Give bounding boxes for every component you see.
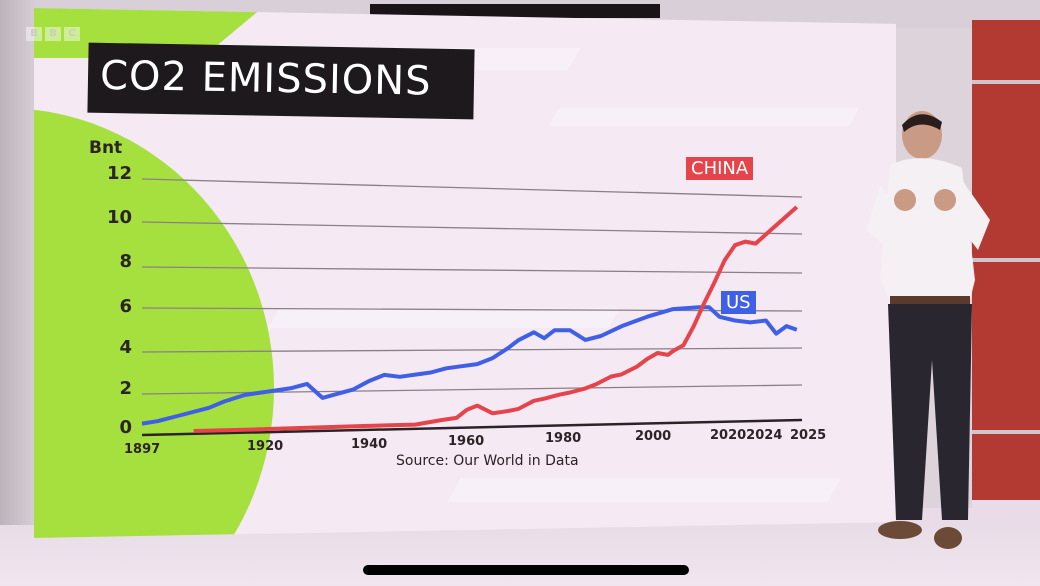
gridlines [141,178,803,395]
y-tick-6: 6 [119,296,132,317]
legend-us: US [721,291,756,314]
y-tick-0: 0 [119,417,132,438]
panel-divider [972,80,1040,84]
panel-divider [972,258,1040,262]
panel-divider [972,430,1040,434]
logo-letter: B [26,27,42,41]
y-tick-12: 12 [106,163,132,184]
x-tick-1980: 1980 [545,431,582,446]
y-tick-4: 4 [119,337,132,358]
home-indicator [363,565,689,575]
ceiling-light-slot [370,4,660,18]
y-tick-2: 2 [119,378,132,399]
source-caption: Source: Our World in Data [396,453,579,469]
bbc-logo: B B C [26,27,80,41]
x-axis-line [141,418,803,437]
logo-letter: C [64,27,80,41]
logo-letter: B [45,27,61,41]
us-series-line [141,305,798,426]
y-tick-10: 10 [106,207,132,228]
y-axis-unit: Bnt [89,138,123,158]
x-tick-1960: 1960 [448,434,485,449]
x-tick-1897: 1897 [124,442,161,457]
presenter-figure [866,111,990,549]
legend-china: CHINA [686,157,754,180]
x-tick-1920: 1920 [247,439,284,454]
x-tick-1940: 1940 [351,437,388,452]
china-series-line [193,205,799,433]
x-tick-2000: 2000 [635,429,672,444]
x-tick-2020-2024: 20202024 [710,428,783,443]
y-tick-8: 8 [119,251,132,272]
x-tick-2025: 2025 [790,428,827,443]
studio-wall-left [0,0,36,586]
